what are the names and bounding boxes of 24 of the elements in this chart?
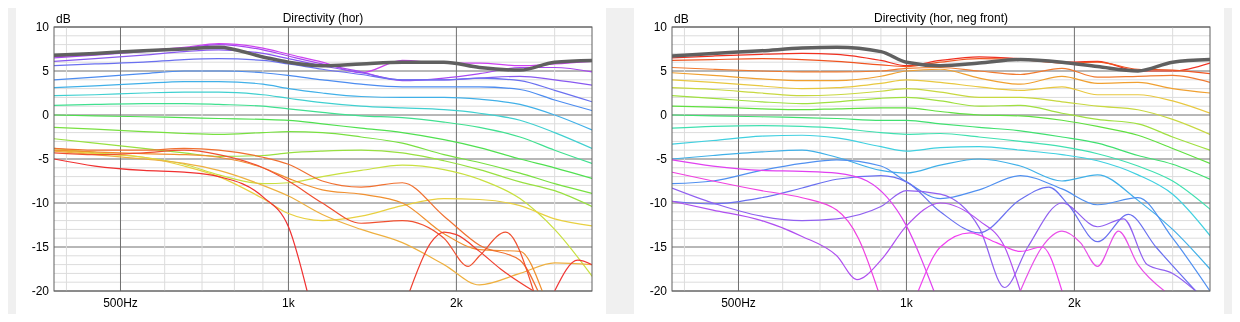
y-axis-title: dB (56, 12, 71, 26)
x-tick-label: 500Hz (103, 296, 138, 310)
y-tick-label: -20 (31, 284, 50, 299)
y-tick-label: 5 (42, 64, 50, 79)
y-tick-label: 0 (660, 108, 668, 123)
y-tick-label: -10 (649, 196, 668, 211)
y-tick-label: 5 (660, 64, 668, 79)
x-tick-label: 2k (1068, 296, 1082, 310)
chart-title: Directivity (hor, neg front) (873, 11, 1009, 25)
y-tick-label: -15 (31, 240, 50, 255)
y-tick-label: -5 (38, 152, 50, 167)
x-tick-label: 2k (450, 296, 464, 310)
chart-title: Directivity (hor) (282, 11, 364, 25)
y-tick-label: -20 (649, 284, 668, 299)
x-tick-label: 1k (900, 296, 914, 310)
x-tick-label: 1k (282, 296, 296, 310)
y-tick-label: 10 (653, 20, 668, 35)
y-tick-label: 10 (35, 20, 50, 35)
x-tick-label: 500Hz (721, 296, 756, 310)
y-tick-label: -15 (649, 240, 668, 255)
y-tick-label: -10 (31, 196, 50, 211)
y-tick-label: 0 (42, 108, 50, 123)
y-tick-label: -5 (656, 152, 668, 167)
y-axis-title: dB (674, 12, 689, 26)
